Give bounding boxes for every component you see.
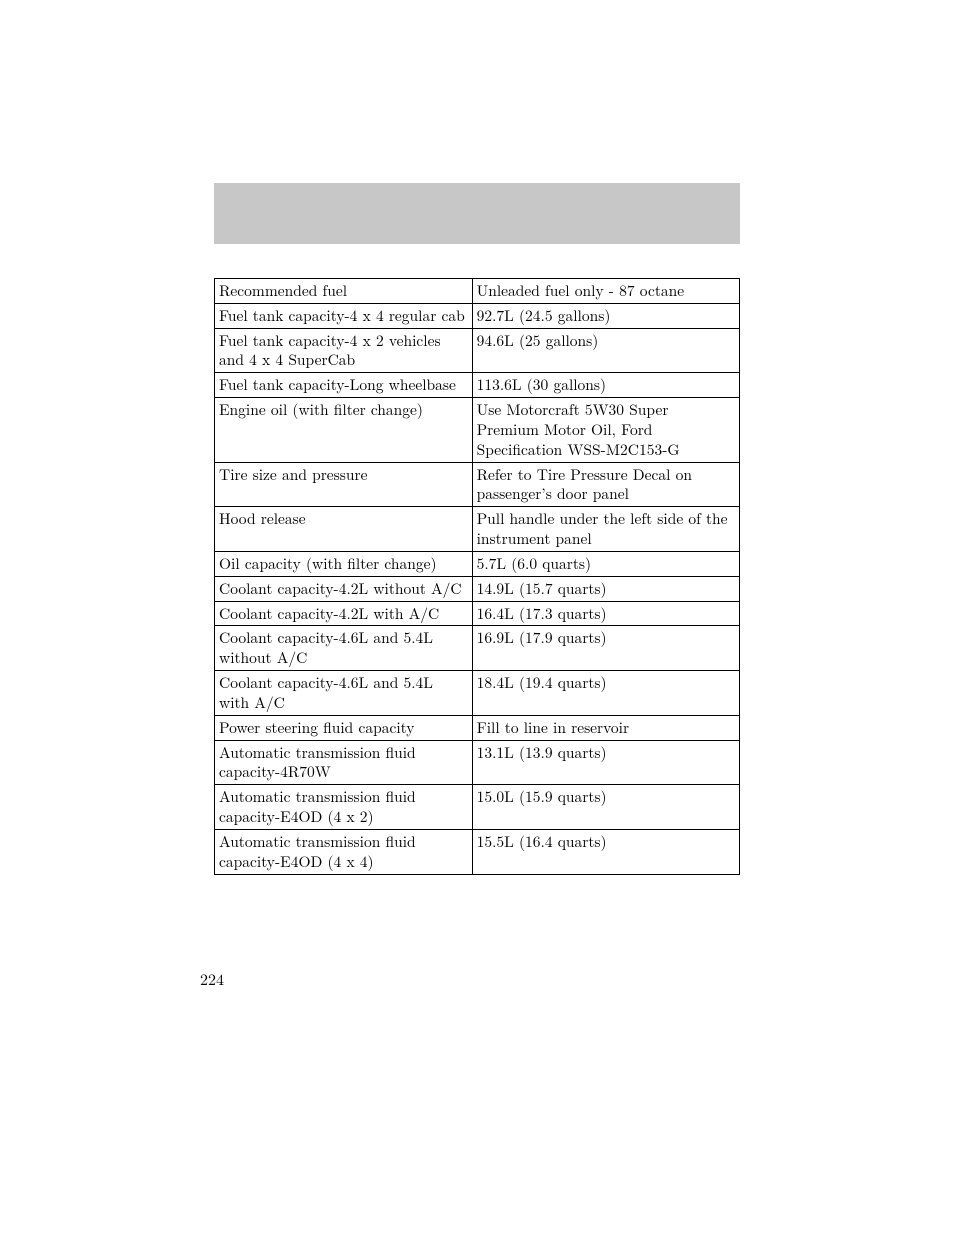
table-row: Coolant capacity-4.2L without A/C 14.9L … (215, 576, 740, 601)
table-row: Automatic transmission fluid capacity-4R… (215, 740, 740, 785)
spec-item: Hood release (215, 507, 473, 552)
spec-value: Pull handle under the left side of the i… (472, 507, 739, 552)
spec-value: Refer to Tire Pressure Decal on passenge… (472, 462, 739, 507)
table-row: Automatic transmission fluid capacity-E4… (215, 829, 740, 874)
spec-item: Recommended fuel (215, 279, 473, 304)
spec-item: Fuel tank capacity-4 x 2 vehicles and 4 … (215, 328, 473, 373)
page: Recommended fuel Unleaded fuel only - 87… (0, 0, 954, 1235)
spec-item: Automatic transmission fluid capacity-E4… (215, 829, 473, 874)
spec-item: Automatic transmission fluid capacity-4R… (215, 740, 473, 785)
spec-value: 15.5L (16.4 quarts) (472, 829, 739, 874)
spec-item: Fuel tank capacity-4 x 4 regular cab (215, 303, 473, 328)
table-row: Fuel tank capacity-Long wheelbase 113.6L… (215, 373, 740, 398)
spec-item: Oil capacity (with filter change) (215, 551, 473, 576)
spec-item: Tire size and pressure (215, 462, 473, 507)
table-row: Tire size and pressure Refer to Tire Pre… (215, 462, 740, 507)
spec-value: Fill to line in reservoir (472, 715, 739, 740)
spec-value: 16.4L (17.3 quarts) (472, 601, 739, 626)
table-row: Coolant capacity-4.6L and 5.4L with A/C … (215, 671, 740, 716)
spec-value: 13.1L (13.9 quarts) (472, 740, 739, 785)
table-row: Hood release Pull handle under the left … (215, 507, 740, 552)
page-number: 224 (200, 967, 224, 990)
table-row: Coolant capacity-4.6L and 5.4L without A… (215, 626, 740, 671)
table-row: Power steering fluid capacity Fill to li… (215, 715, 740, 740)
spec-value: Use Motorcraft 5W30 Super Premium Motor … (472, 398, 739, 462)
spec-value: 113.6L (30 gallons) (472, 373, 739, 398)
spec-value: 5.7L (6.0 quarts) (472, 551, 739, 576)
table-row: Recommended fuel Unleaded fuel only - 87… (215, 279, 740, 304)
spec-value: 15.0L (15.9 quarts) (472, 785, 739, 830)
specifications-table: Recommended fuel Unleaded fuel only - 87… (214, 278, 740, 875)
spec-item: Engine oil (with filter change) (215, 398, 473, 462)
spec-item: Coolant capacity-4.2L with A/C (215, 601, 473, 626)
spec-value: 18.4L (19.4 quarts) (472, 671, 739, 716)
spec-value: 94.6L (25 gallons) (472, 328, 739, 373)
spec-item: Automatic transmission fluid capacity-E4… (215, 785, 473, 830)
spec-value: 92.7L (24.5 gallons) (472, 303, 739, 328)
spec-value: Unleaded fuel only - 87 octane (472, 279, 739, 304)
spec-item: Fuel tank capacity-Long wheelbase (215, 373, 473, 398)
table-row: Fuel tank capacity-4 x 4 regular cab 92.… (215, 303, 740, 328)
table-row: Engine oil (with filter change) Use Moto… (215, 398, 740, 462)
spec-item: Coolant capacity-4.6L and 5.4L with A/C (215, 671, 473, 716)
spec-value: 14.9L (15.7 quarts) (472, 576, 739, 601)
spec-item: Coolant capacity-4.6L and 5.4L without A… (215, 626, 473, 671)
table-row: Oil capacity (with filter change) 5.7L (… (215, 551, 740, 576)
table-row: Fuel tank capacity-4 x 2 vehicles and 4 … (215, 328, 740, 373)
header-bar (214, 183, 740, 244)
table-row: Coolant capacity-4.2L with A/C 16.4L (17… (215, 601, 740, 626)
table-row: Automatic transmission fluid capacity-E4… (215, 785, 740, 830)
spec-item: Power steering fluid capacity (215, 715, 473, 740)
spec-item: Coolant capacity-4.2L without A/C (215, 576, 473, 601)
spec-value: 16.9L (17.9 quarts) (472, 626, 739, 671)
